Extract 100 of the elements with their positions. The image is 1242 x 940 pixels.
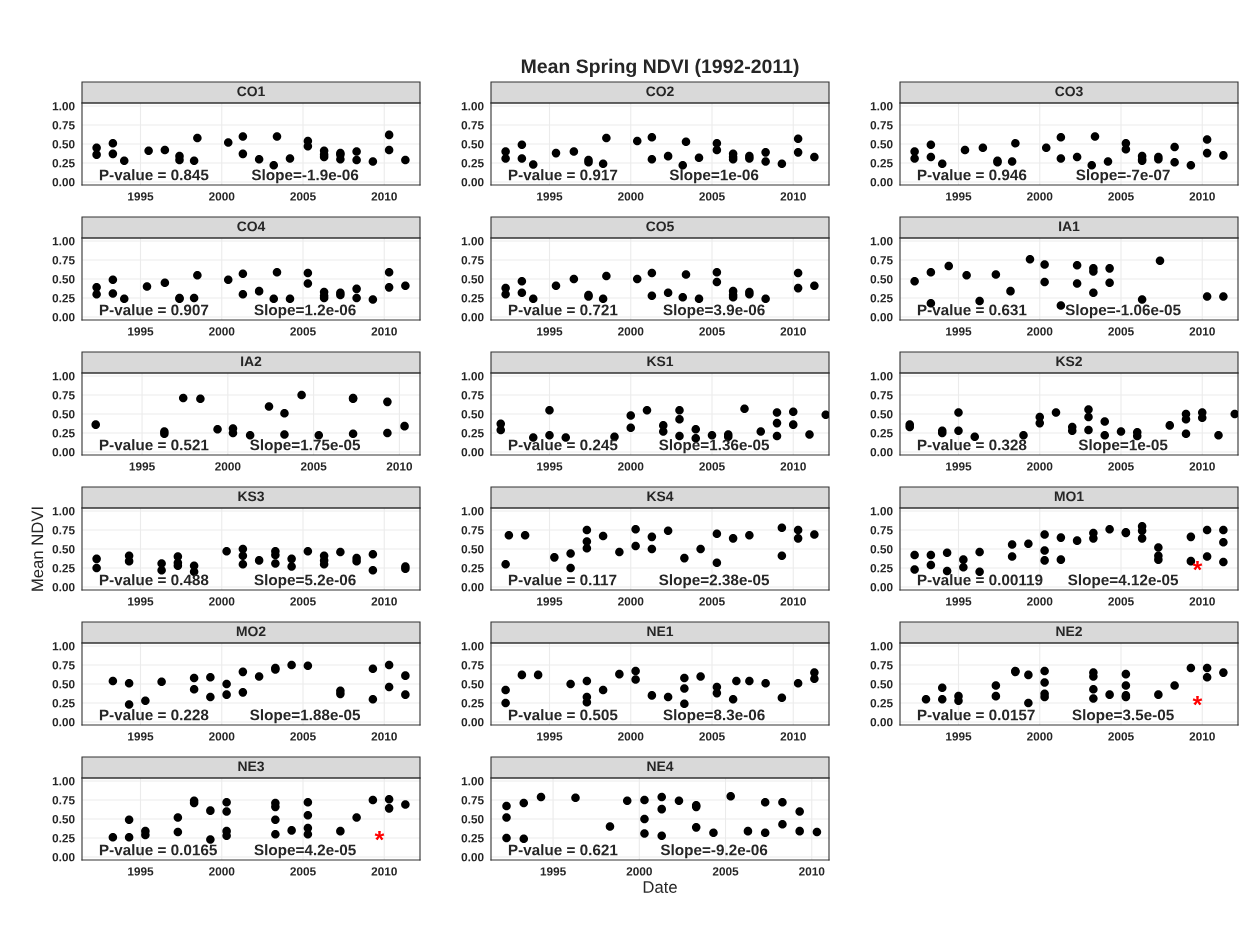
y-tick-label: 0.50	[461, 275, 484, 284]
x-tick-label: 2010	[371, 597, 397, 606]
x-tick-label: 2010	[1189, 597, 1215, 606]
x-tick-label: 2005	[699, 597, 725, 606]
annotation: Slope=1.75e-05	[250, 439, 361, 454]
x-tick-label: 1995	[128, 597, 154, 606]
annotation: Slope=1e-06	[669, 169, 759, 184]
x-tick-label: 2005	[290, 732, 316, 741]
x-tick-label: 2010	[386, 462, 413, 471]
x-tick-label: 1995	[537, 327, 563, 336]
chart-title: KS2	[1056, 356, 1082, 367]
y-tick-label: 0.50	[52, 815, 75, 824]
y-tick-label: 1.00	[870, 372, 893, 381]
y-tick-label: 0.50	[870, 140, 893, 149]
annotation: P-value = 0.631	[917, 304, 1027, 316]
annotation: P-value = 0.845	[99, 169, 209, 181]
y-tick-label: 1.00	[870, 102, 893, 111]
y-tick-label: 1.00	[52, 372, 75, 381]
y-tick-label: 0.75	[52, 121, 75, 130]
x-tick-label: 1995	[129, 462, 155, 471]
y-tick-label: 0.50	[870, 680, 893, 689]
annotation: Slope=-1.06e-05	[1065, 304, 1181, 319]
x-tick-label: 2000	[209, 732, 235, 741]
x-tick-label: 2000	[209, 597, 235, 606]
y-tick-label: 0.50	[870, 545, 893, 554]
x-tick-label: 1995	[946, 462, 972, 471]
x-tick-label: 2005	[1108, 462, 1134, 471]
y-tick-label: 0.00	[52, 718, 75, 727]
y-tick-label: 0.00	[870, 313, 893, 322]
y-tick-label: 0.50	[461, 545, 484, 554]
y-tick-label: 0.75	[52, 661, 75, 670]
x-tick-label: 2000	[618, 732, 644, 741]
y-tick-label: 0.25	[870, 564, 893, 573]
x-tick-label: 2000	[215, 462, 241, 471]
chart-title: NE4	[647, 761, 674, 772]
x-tick-label: 2000	[618, 462, 644, 471]
annotation: Slope=-9.2e-06	[660, 844, 768, 859]
annotation: P-value = 0.245	[508, 439, 618, 451]
x-tick-label: 1995	[540, 867, 566, 876]
x-tick-label: 2005	[712, 867, 739, 876]
annotation: Slope=4.2e-05	[254, 844, 356, 859]
y-tick-label: 0.00	[461, 448, 484, 457]
annotation: P-value = 0.488	[99, 574, 209, 586]
chart-title: IA1	[1059, 221, 1080, 232]
annotation: Slope=2.38e-05	[659, 574, 770, 589]
x-tick-label: 2010	[780, 327, 806, 336]
x-tick-label: 1995	[128, 192, 154, 201]
y-tick-label: 0.00	[870, 718, 893, 727]
annotation: Slope=3.9e-06	[663, 304, 765, 319]
annotation: Slope=1.36e-05	[659, 439, 770, 454]
y-tick-label: 0.75	[461, 526, 484, 535]
annotation: P-value = 0.521	[99, 439, 209, 451]
x-tick-label: 2000	[209, 867, 235, 876]
y-tick-label: 0.75	[870, 526, 893, 535]
x-tick-label: 1995	[946, 732, 972, 741]
y-tick-label: 0.50	[52, 275, 75, 284]
x-tick-label: 2000	[209, 327, 235, 336]
y-tick-label: 1.00	[52, 507, 75, 516]
y-tick-label: 0.25	[870, 429, 893, 438]
annotation: P-value = 0.228	[99, 709, 209, 721]
x-tick-label: 2005	[290, 327, 316, 336]
y-tick-label: 0.00	[52, 178, 75, 187]
y-tick-label: 0.25	[52, 429, 75, 438]
annotation: P-value = 0.917	[508, 169, 618, 181]
x-tick-label: 1995	[946, 597, 972, 606]
y-tick-label: 0.75	[870, 256, 893, 265]
x-tick-label: 2005	[1108, 732, 1134, 741]
annotation: Slope=1.2e-06	[254, 304, 356, 319]
chart-title: CO5	[646, 221, 674, 232]
x-tick-label: 2005	[699, 462, 725, 471]
x-tick-label: 2010	[780, 462, 806, 471]
x-tick-label: 2000	[1027, 327, 1053, 336]
y-tick-label: 0.00	[870, 448, 893, 457]
x-tick-label: 2005	[1108, 597, 1134, 606]
y-tick-label: 0.25	[52, 159, 75, 168]
y-tick-label: 0.75	[461, 121, 484, 130]
chart-title: NE2	[1056, 626, 1082, 637]
x-tick-label: 1995	[128, 732, 154, 741]
annotation: Slope=5.2e-06	[254, 574, 356, 589]
y-tick-label: 0.25	[461, 564, 484, 573]
y-tick-label: 0.50	[461, 680, 484, 689]
y-tick-label: 0.50	[461, 815, 484, 824]
y-tick-label: 0.00	[461, 718, 484, 727]
y-tick-label: 0.50	[870, 275, 893, 284]
y-tick-label: 1.00	[52, 237, 75, 246]
y-tick-label: 0.75	[461, 256, 484, 265]
y-tick-label: 1.00	[52, 102, 75, 111]
y-tick-label: 0.50	[461, 410, 484, 419]
x-tick-label: 1995	[537, 732, 563, 741]
x-tick-label: 2000	[1027, 732, 1053, 741]
y-tick-label: 0.00	[52, 313, 75, 322]
x-tick-label: 1995	[128, 327, 154, 336]
y-tick-label: 0.00	[870, 583, 893, 592]
y-tick-label: 0.00	[461, 178, 484, 187]
y-tick-label: 0.25	[870, 294, 893, 303]
chart-title: IA2	[241, 356, 262, 367]
x-tick-label: 2010	[1189, 732, 1215, 741]
annotation: P-value = 0.721	[508, 304, 618, 316]
x-tick-label: 2010	[371, 867, 397, 876]
y-tick-label: 0.50	[461, 140, 484, 149]
